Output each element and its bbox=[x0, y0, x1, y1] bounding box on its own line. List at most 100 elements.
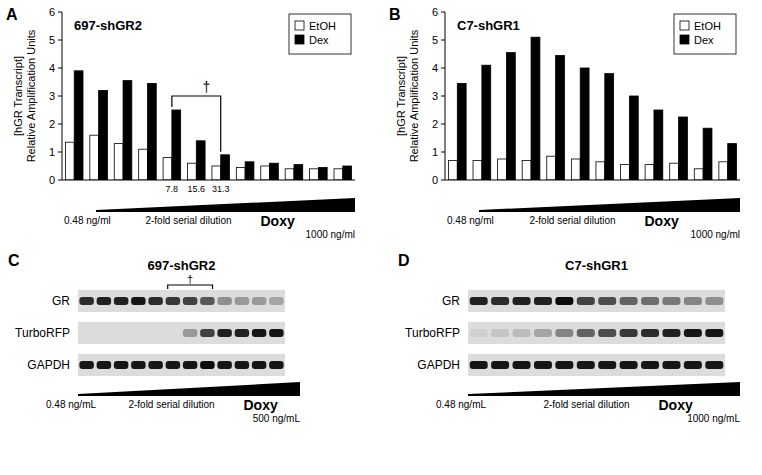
blot-title: 697-shGR2 bbox=[148, 258, 216, 273]
dose-start-label: 0.48 ng/ml bbox=[64, 215, 111, 226]
y-tick bbox=[58, 96, 62, 97]
row-label: TurboRFP bbox=[15, 326, 70, 340]
y-tick-label: 2 bbox=[432, 118, 438, 130]
y-tick bbox=[58, 40, 62, 41]
band bbox=[705, 297, 723, 305]
band bbox=[252, 297, 266, 305]
bracket-label: † bbox=[202, 79, 210, 95]
bracket-line bbox=[168, 285, 213, 289]
band bbox=[598, 329, 616, 337]
dose-end-label: 1000 ng/mL bbox=[687, 413, 740, 424]
bar bbox=[679, 117, 688, 180]
dose-axis: 0.48 ng/mL2-fold serial dilutionDoxy500 … bbox=[46, 382, 300, 424]
y-tick bbox=[441, 40, 445, 41]
panel-label: C bbox=[8, 252, 20, 269]
bar bbox=[114, 144, 123, 180]
band bbox=[148, 297, 162, 305]
blot-strip bbox=[78, 322, 285, 344]
bar bbox=[261, 166, 270, 180]
bar bbox=[482, 65, 491, 180]
legend-box bbox=[674, 14, 736, 54]
bar bbox=[719, 162, 728, 180]
bracket: † bbox=[172, 79, 221, 152]
row-label: TurboRFP bbox=[405, 326, 460, 340]
band bbox=[705, 361, 723, 369]
category-label: 31.3 bbox=[212, 184, 230, 194]
dose-middle-label: 2-fold serial dilution bbox=[543, 399, 629, 410]
band bbox=[114, 361, 128, 369]
dose-wedge bbox=[468, 382, 740, 396]
y-tick-label: 6 bbox=[49, 6, 55, 18]
band bbox=[97, 361, 111, 369]
band bbox=[166, 297, 180, 305]
band bbox=[662, 361, 680, 369]
band bbox=[491, 329, 509, 337]
bracket-line bbox=[172, 96, 221, 152]
band bbox=[662, 329, 680, 337]
bracket: † bbox=[168, 273, 213, 289]
band bbox=[79, 361, 93, 369]
bar-chart: B[hGR Transcript]Relative Amplification … bbox=[389, 6, 740, 186]
bar bbox=[343, 166, 352, 180]
y-tick-label: 4 bbox=[432, 62, 438, 74]
band bbox=[684, 361, 702, 369]
dose-start-label: 0.48 ng/ml bbox=[447, 215, 494, 226]
bar bbox=[270, 163, 279, 180]
y-tick-label: 0 bbox=[49, 174, 55, 186]
bar bbox=[473, 160, 482, 180]
bar bbox=[310, 169, 319, 180]
band bbox=[641, 329, 659, 337]
legend-label: Dex bbox=[694, 34, 714, 46]
band bbox=[662, 297, 680, 305]
band bbox=[217, 361, 231, 369]
bar bbox=[645, 165, 654, 180]
band bbox=[131, 329, 145, 337]
band bbox=[97, 329, 111, 337]
band bbox=[217, 329, 231, 337]
band bbox=[183, 361, 197, 369]
band bbox=[620, 329, 638, 337]
bar bbox=[547, 156, 556, 180]
blot-strip bbox=[468, 354, 725, 376]
panel-label: B bbox=[389, 6, 401, 23]
band bbox=[131, 297, 145, 305]
chart-title: 697-shGR2 bbox=[74, 18, 142, 33]
bar bbox=[531, 37, 540, 180]
bar bbox=[74, 71, 83, 180]
y-tick-label: 1 bbox=[432, 146, 438, 158]
dose-end-label: 500 ng/mL bbox=[253, 413, 301, 424]
band bbox=[684, 329, 702, 337]
band bbox=[79, 297, 93, 305]
legend-swatch bbox=[680, 35, 689, 44]
row-label: GR bbox=[442, 294, 460, 308]
category-label: 15.6 bbox=[188, 184, 206, 194]
bar bbox=[703, 128, 712, 180]
dose-middle-label: 2-fold serial dilution bbox=[529, 215, 615, 226]
blot-title: C7-shGR1 bbox=[565, 258, 628, 273]
band bbox=[114, 329, 128, 337]
bar bbox=[147, 83, 156, 180]
band bbox=[577, 297, 595, 305]
band bbox=[620, 297, 638, 305]
panel-label: D bbox=[398, 252, 410, 269]
bar bbox=[596, 162, 605, 180]
legend-label: EtOH bbox=[309, 20, 336, 32]
band bbox=[114, 297, 128, 305]
legend-label: EtOH bbox=[694, 20, 721, 32]
bar bbox=[728, 144, 737, 180]
band bbox=[79, 329, 93, 337]
band bbox=[534, 361, 552, 369]
y-tick bbox=[58, 180, 62, 181]
bar bbox=[654, 110, 663, 180]
band bbox=[235, 329, 249, 337]
band bbox=[252, 361, 266, 369]
bar bbox=[457, 83, 466, 180]
bar bbox=[318, 167, 327, 180]
y-tick bbox=[441, 12, 445, 13]
dose-end-label: 1000 ng/ml bbox=[691, 229, 740, 240]
bar bbox=[90, 135, 99, 180]
dose-wedge bbox=[96, 198, 355, 212]
band bbox=[166, 329, 180, 337]
dose-middle-label: 2-fold serial dilution bbox=[145, 215, 231, 226]
y-tick-label: 3 bbox=[432, 90, 438, 102]
